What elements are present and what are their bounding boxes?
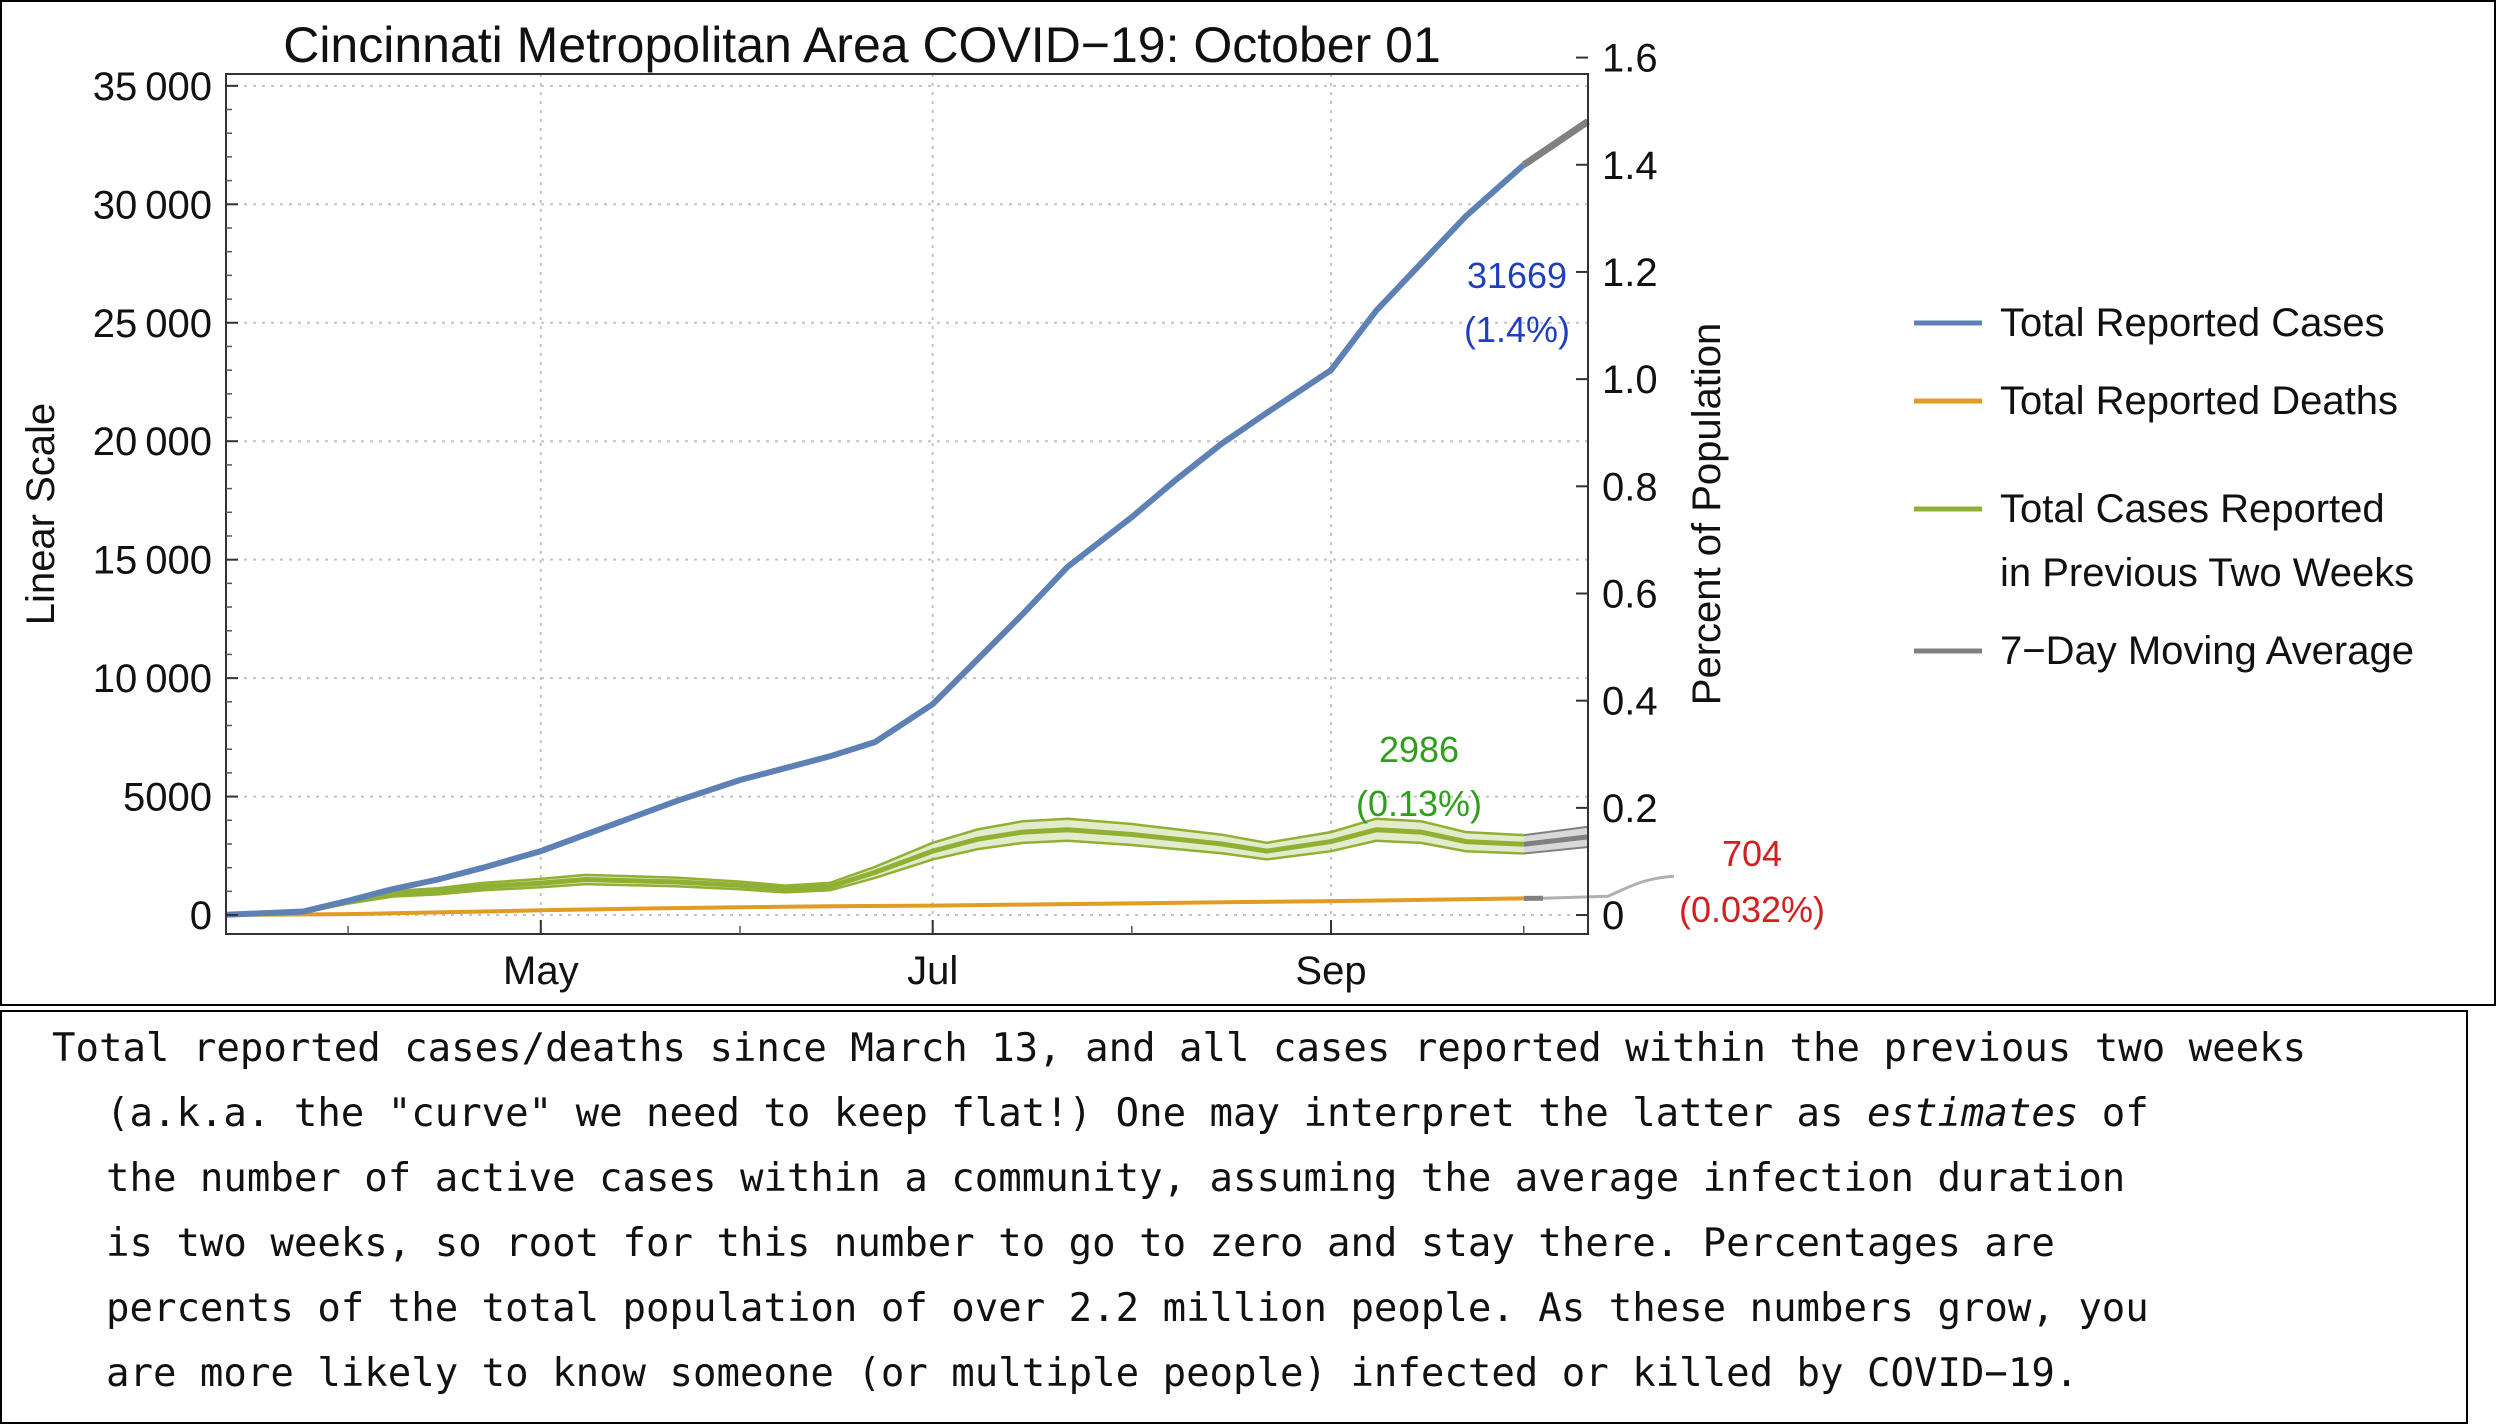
projection-two-week — [1523, 834, 1589, 847]
legend-label: Total Reported Cases — [2000, 301, 2385, 345]
caption-box: Total reported cases/deaths since March … — [0, 1010, 2468, 1424]
projection-cases — [1521, 118, 1590, 168]
annotation-percent: (0.032%) — [1679, 889, 1825, 930]
y-tick-label-left: 10 000 — [93, 657, 212, 701]
deaths-label-connector — [1542, 874, 1675, 900]
chart-frame: Cincinnati Metropolitan Area COVID−19: O… — [0, 0, 2496, 1006]
caption-line-6: are more likely to know someone (or mult… — [106, 1351, 2079, 1396]
y-tick-label-left: 15 000 — [93, 539, 212, 583]
x-tick-label: May — [503, 949, 579, 993]
y-tick-label-left: 30 000 — [93, 183, 212, 227]
annotation-layer: 31669 (1.4%) 2986 (0.13%) 704 (0.032%) — [1356, 255, 1825, 930]
series-layer — [225, 118, 1675, 918]
y-tick-label-right: 1.0 — [1602, 358, 1658, 402]
y-tick-label-left: 0 — [190, 894, 212, 938]
y-axis-label-right: Percent of Population — [1685, 323, 1729, 705]
line-total-deaths — [225, 896, 1524, 917]
line-two-week-cases — [225, 827, 1524, 918]
annotation-percent: (0.13%) — [1356, 783, 1482, 824]
legend-label: 7−Day Moving Average — [2000, 629, 2414, 673]
legend: Total Reported Cases Total Reported Death… — [1914, 301, 2414, 673]
y-tick-label-right: 0.8 — [1602, 465, 1658, 509]
two-week-band-upper — [225, 817, 1524, 917]
caption-line-4: is two weeks, so root for this number to… — [106, 1221, 2055, 1266]
chart-svg: Cincinnati Metropolitan Area COVID−19: O… — [19, 17, 2414, 993]
grid-layer — [226, 74, 1588, 934]
line-total-cases — [225, 162, 1526, 918]
y-tick-label-right: 1.6 — [1602, 37, 1658, 81]
caption-line-2-a: (a.k.a. the "curve" we need to keep flat… — [106, 1091, 1867, 1136]
x-tick-label: Jul — [907, 949, 958, 993]
y-tick-label-right: 0 — [1602, 894, 1624, 938]
y-tick-label-left: 35 000 — [93, 65, 212, 109]
y-tick-label-left: 20 000 — [93, 420, 212, 464]
caption-line-2: (a.k.a. the "curve" we need to keep flat… — [106, 1091, 2149, 1136]
annotation-percent: (1.4%) — [1464, 309, 1570, 350]
plot-frame — [225, 73, 1589, 935]
legend-label: Total Reported Deaths — [2000, 379, 2398, 423]
y-tick-label-right: 0.4 — [1602, 680, 1658, 724]
legend-label-line2: in Previous Two Weeks — [2000, 551, 2414, 595]
projection-two-week-lower — [1523, 846, 1589, 855]
caption-line-1: Total reported cases/deaths since March … — [52, 1026, 2307, 1071]
legend-label: Total Cases Reported — [2000, 487, 2385, 531]
caption-line-3: the number of active cases within a comm… — [106, 1156, 2126, 1201]
projection-two-week-upper — [1523, 825, 1589, 837]
y-tick-label-right: 1.4 — [1602, 144, 1658, 188]
y-axis-label-left: Linear Scale — [19, 403, 63, 625]
annotation-value: 704 — [1722, 833, 1782, 874]
caption-line-2-b: of — [2078, 1091, 2149, 1136]
annotation-value: 2986 — [1379, 729, 1459, 770]
y-tick-label-right: 1.2 — [1602, 251, 1658, 295]
two-week-band-lower — [225, 839, 1524, 917]
axis-layer: 0 5000 10 000 15 000 20 000 25 000 30 000 35 00… — [93, 37, 1658, 993]
caption-line-5: percents of the total population of over… — [106, 1286, 2149, 1331]
caption-emphasis: estimates — [1867, 1091, 2079, 1136]
y-tick-label-right: 0.2 — [1602, 787, 1658, 831]
y-tick-label-right: 0.6 — [1602, 572, 1658, 616]
y-tick-label-left: 25 000 — [93, 302, 212, 346]
x-tick-label: Sep — [1295, 949, 1366, 993]
y-tick-label-left: 5000 — [123, 776, 212, 820]
annotation-value: 31669 — [1467, 255, 1567, 296]
chart-title: Cincinnati Metropolitan Area COVID−19: O… — [283, 17, 1441, 73]
